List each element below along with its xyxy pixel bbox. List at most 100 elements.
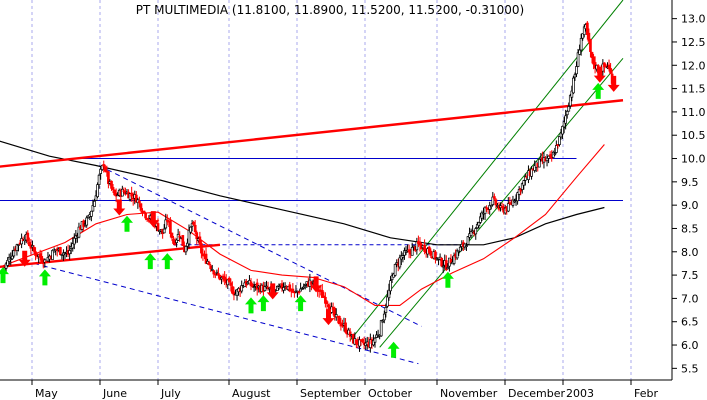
price-bar-body (489, 205, 493, 208)
price-bar-body (607, 64, 611, 70)
price-bar-body (474, 228, 478, 235)
price-bar-body (288, 284, 292, 292)
y-tick-label: 5.5 (681, 362, 699, 375)
price-bar-body (334, 314, 338, 318)
price-bar-body (427, 246, 431, 253)
buy-signal-arrow (294, 295, 307, 312)
price-bar-body (573, 74, 577, 78)
price-bar-body (20, 238, 23, 245)
y-tick-label: 10.5 (681, 129, 706, 142)
price-bar-body (475, 224, 479, 229)
price-bar-body (455, 250, 459, 259)
price-bar-body (449, 258, 453, 264)
price-bar-body (493, 196, 496, 199)
price-bar-body (200, 243, 203, 254)
price-bar-body (229, 282, 233, 286)
price-bar-body (186, 242, 189, 247)
price-bar-body (198, 236, 202, 245)
y-tick-label: 9.0 (681, 199, 699, 212)
price-bar-body (181, 235, 185, 247)
y-tick-label: 10.0 (681, 153, 706, 166)
overlay-lines (0, 0, 624, 365)
x-tick-label: June (102, 387, 127, 400)
price-bar-body (10, 255, 14, 260)
x-tick-label: October (368, 387, 412, 400)
price-bar-body (97, 174, 101, 186)
price-bar-body (85, 217, 89, 226)
axes (0, 0, 673, 381)
price-bar-body (561, 125, 564, 135)
price-bar-body (471, 230, 474, 233)
y-tick-label: 11.5 (681, 83, 706, 96)
price-bar-body (384, 307, 388, 313)
price-bar-body (43, 259, 47, 263)
x-tick-label: August (232, 387, 271, 400)
y-tick-label: 6.5 (681, 316, 699, 329)
price-bar-body (410, 247, 414, 256)
price-bar-body (45, 261, 48, 263)
price-bar-body (382, 313, 386, 321)
price-bar-body (412, 245, 416, 248)
price-bar-body (395, 262, 399, 265)
price-bar-body (283, 286, 287, 288)
price-bar-body (4, 263, 8, 269)
x-tick-label: December (508, 387, 566, 400)
price-bar-body (553, 153, 557, 155)
price-bar-body (28, 242, 31, 246)
price-bar-body (6, 260, 10, 266)
price-bar-body (570, 90, 574, 98)
price-bar-body (94, 195, 98, 201)
price-bar-body (423, 244, 426, 252)
price-bar-body (609, 68, 612, 74)
price-bar-body (303, 284, 307, 286)
price-bar-body (217, 273, 220, 276)
price-bar-body (320, 290, 324, 298)
price-bar-body (139, 203, 143, 211)
price-bar-body (231, 286, 234, 294)
price-bar-body (195, 232, 199, 240)
price-bar-body (26, 232, 30, 242)
buy-signal-arrow (387, 341, 400, 358)
price-bar-body (500, 206, 504, 208)
sell-signal-arrow (310, 276, 323, 293)
buy-signal-arrow (257, 295, 270, 312)
x-tick-label: May (35, 387, 58, 400)
price-bar-body (582, 26, 586, 35)
price-bar-body (156, 223, 160, 232)
price-bar-body (511, 199, 515, 206)
price-bar-body (209, 265, 213, 270)
price-bar-body (554, 145, 558, 153)
price-bar-body (576, 52, 580, 67)
price-bar-body (559, 132, 563, 138)
price-bar-body (265, 285, 268, 288)
price-bar-body (523, 176, 527, 181)
price-bar-body (276, 285, 279, 292)
price-bar-body (110, 180, 113, 189)
price-bar-body (530, 168, 533, 177)
down-channel-line (98, 165, 422, 327)
price-bar-body (134, 194, 138, 203)
price-bar-body (130, 192, 133, 197)
price-bar-body (446, 267, 450, 270)
price-bar-body (393, 264, 397, 276)
x-tick-label: November (440, 387, 498, 400)
price-bar-body (89, 210, 93, 217)
price-bar-body (204, 253, 208, 264)
price-bar-body (214, 273, 217, 276)
price-bar-body (77, 226, 81, 238)
y-tick-label: 7.0 (681, 292, 699, 305)
price-bar-body (297, 291, 301, 294)
price-bar-body (107, 171, 110, 185)
price-bar-body (38, 253, 42, 258)
x-tick-label: September (300, 387, 361, 400)
y-tick-label: 12.5 (681, 36, 706, 49)
price-bar-body (128, 193, 132, 200)
price-bar-body (494, 199, 498, 206)
price-bar-body (144, 212, 147, 219)
price-bar-body (193, 224, 197, 233)
price-bar-body (355, 339, 358, 344)
price-bar-body (232, 291, 236, 296)
down-channel-line (33, 262, 419, 365)
price-bar-body (390, 275, 394, 281)
price-bar-body (299, 288, 302, 292)
